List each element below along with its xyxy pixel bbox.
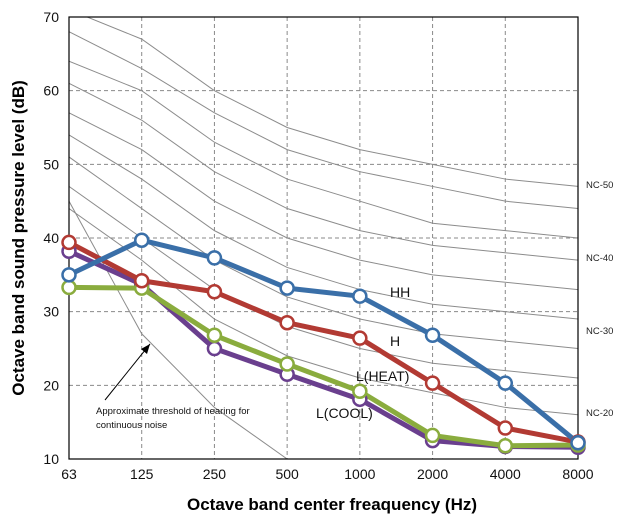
nc-curve-line <box>69 82 578 261</box>
y-tick-label: 10 <box>43 451 59 467</box>
x-tick-label: 4000 <box>490 466 521 482</box>
nc-curve-line <box>69 208 578 416</box>
data-point <box>61 267 77 283</box>
data-point <box>497 375 514 391</box>
series-line <box>67 237 580 445</box>
tick-labels: 63 125 250 500 1000 2000 4000 8000 10 20 30 40 50 60 7… <box>43 9 593 482</box>
nc-curve-line <box>69 186 578 379</box>
x-tick-label: 125 <box>130 466 154 482</box>
nc-label-20: NC-20 <box>586 408 613 419</box>
y-tick-label: 70 <box>43 9 59 25</box>
data-point <box>424 427 441 444</box>
series-label-hh: HH <box>390 284 410 300</box>
data-series <box>61 232 586 455</box>
annotation-arrow <box>104 343 151 401</box>
x-axis-label: Octave band center freaquency (Hz) <box>187 495 477 514</box>
x-tick-label: 8000 <box>562 466 593 482</box>
threshold-annotation: Approximate threshold of hearing for con… <box>96 343 250 431</box>
data-point <box>206 250 223 266</box>
series-label-l-heat: L(HEAT) <box>356 368 409 384</box>
data-point <box>279 356 295 372</box>
annotation-arrowhead <box>141 344 150 354</box>
y-axis-label: Octave band sound pressure level (dB) <box>9 80 28 396</box>
nc-curve-line <box>85 17 578 187</box>
data-point <box>352 288 368 304</box>
y-tick-label: 30 <box>43 304 59 320</box>
y-tick-label: 40 <box>43 230 59 246</box>
nc-curve-line <box>69 156 578 349</box>
data-point <box>497 437 514 454</box>
nc-curves <box>69 17 578 416</box>
data-point <box>133 272 150 289</box>
nc-label-30: NC-30 <box>586 326 613 337</box>
data-point <box>206 327 223 343</box>
nc-curve-line <box>69 112 578 291</box>
data-point <box>279 314 295 331</box>
series-line <box>68 284 579 449</box>
nc-label-40: NC-40 <box>586 253 613 264</box>
data-point <box>424 375 441 391</box>
data-point <box>570 435 586 451</box>
data-point <box>279 280 295 296</box>
data-point <box>206 284 223 300</box>
series-label-l-cool: L(COOL) <box>316 405 373 421</box>
nc-curve-line <box>69 134 578 320</box>
nc-curve-line <box>69 60 578 239</box>
data-point <box>352 330 368 346</box>
nc-label-50: NC-50 <box>586 180 613 191</box>
y-tick-label: 20 <box>43 377 59 393</box>
data-point <box>497 420 514 436</box>
data-point <box>206 340 223 357</box>
data-point <box>352 383 368 399</box>
data-point <box>133 232 150 248</box>
data-point <box>424 327 441 343</box>
nc-curve-line <box>69 31 578 210</box>
x-tick-label: 2000 <box>417 466 448 482</box>
series-line <box>67 240 579 445</box>
annotation-text-line-2: continuous noise <box>96 420 167 431</box>
y-tick-label: 60 <box>43 83 59 99</box>
x-tick-label: 1000 <box>344 466 375 482</box>
data-point <box>61 279 77 296</box>
x-tick-label: 250 <box>203 466 227 482</box>
y-tick-label: 50 <box>43 156 59 172</box>
data-point <box>61 234 77 251</box>
series-label-h: H <box>390 333 400 349</box>
x-tick-label: 63 <box>61 466 77 482</box>
annotation-text-line-1: Approximate threshold of hearing for <box>96 406 250 417</box>
x-tick-label: 500 <box>275 466 299 482</box>
